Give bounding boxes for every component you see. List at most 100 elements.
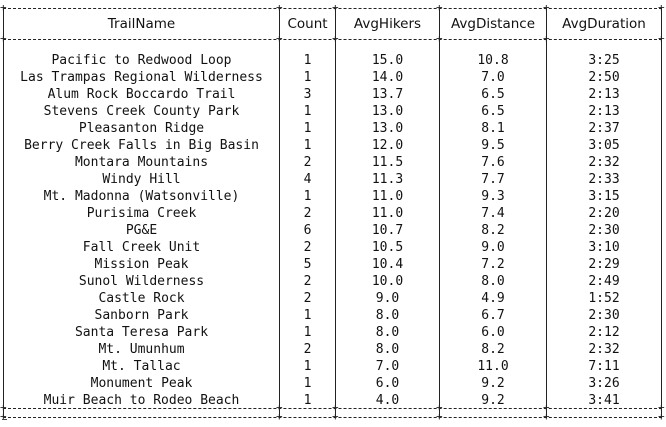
table-column-divider xyxy=(546,8,547,418)
table-corner: + xyxy=(332,1,339,14)
table-row: Castle Rock 2 9.0 4.9 1:52 xyxy=(3,290,662,307)
cell-count: 1 xyxy=(303,104,312,119)
cell-avghikers: 11.0 xyxy=(371,189,404,204)
table-row: Fall Creek Unit 2 10.5 9.0 3:10 xyxy=(3,239,662,256)
cell-avgdistance: 6.5 xyxy=(481,87,505,102)
table-row: Mt. Tallac 1 7.0 11.0 7:11 xyxy=(3,358,662,375)
cell-avghikers: 13.0 xyxy=(371,104,404,119)
table-header-row: TrailName Count AvgHikers AvgDistance AvgDur… xyxy=(3,16,662,33)
cell-avghikers: 8.0 xyxy=(375,342,400,357)
cell-count: 1 xyxy=(303,138,312,153)
cell-trailname: Monument Peak xyxy=(90,376,193,391)
cell-avgduration: 2:20 xyxy=(588,206,620,221)
cell-avgdistance: 6.7 xyxy=(481,308,505,323)
table-row: Las Trampas Regional Wilderness 1 14.0 7.0 2… xyxy=(3,69,662,86)
cell-avgduration: 2:29 xyxy=(588,257,620,272)
cell-trailname: Castle Rock xyxy=(98,291,185,306)
table-border-line xyxy=(3,408,662,409)
cell-avgduration: 2:32 xyxy=(588,155,620,170)
cell-count: 2 xyxy=(303,240,312,255)
cell-count: 2 xyxy=(303,274,312,289)
header-trailname: TrailName xyxy=(107,16,176,32)
cell-trailname: Windy Hill xyxy=(102,172,181,187)
cell-trailname: Pleasanton Ridge xyxy=(78,121,205,136)
table-corner: + xyxy=(436,1,443,14)
cell-avghikers: 10.0 xyxy=(371,274,404,289)
cell-avghikers: 11.0 xyxy=(371,206,404,221)
cell-avgduration: 2:13 xyxy=(588,104,620,119)
cell-trailname: Fall Creek Unit xyxy=(82,240,201,255)
table-row: Pleasanton Ridge 1 13.0 8.1 2:37 xyxy=(3,120,662,137)
cell-avgdistance: 4.9 xyxy=(481,291,505,306)
cell-count: 1 xyxy=(303,393,312,408)
table-column-divider xyxy=(279,8,280,418)
cell-avgdistance: 9.3 xyxy=(481,189,505,204)
header-avghikers: AvgHikers xyxy=(353,16,422,32)
cell-trailname: Santa Teresa Park xyxy=(74,325,209,340)
cell-trailname: Muir Beach to Rodeo Beach xyxy=(43,393,240,408)
cell-trailname: PG&E xyxy=(125,223,158,238)
cell-avgduration: 2:13 xyxy=(588,87,620,102)
cell-avghikers: 13.0 xyxy=(371,121,404,136)
table-border-line xyxy=(3,8,662,9)
cell-avgduration: 2:32 xyxy=(588,342,620,357)
cell-avghikers: 12.0 xyxy=(371,138,404,153)
table-row: Monument Peak 1 6.0 9.2 3:26 xyxy=(3,375,662,392)
cell-avgdistance: 7.6 xyxy=(481,155,505,170)
cell-trailname: Sunol Wilderness xyxy=(78,274,205,289)
cell-avgdistance: 11.0 xyxy=(477,359,509,374)
cell-avgdistance: 9.5 xyxy=(481,138,505,153)
cell-count: 1 xyxy=(303,376,312,391)
cell-count: 1 xyxy=(303,53,312,68)
cell-count: 1 xyxy=(303,359,312,374)
cell-avghikers: 14.0 xyxy=(371,70,404,85)
cell-avgduration: 3:26 xyxy=(588,376,620,391)
cell-trailname: Alum Rock Boccardo Trail xyxy=(47,87,236,102)
cell-count: 1 xyxy=(303,325,312,340)
cell-avghikers: 9.0 xyxy=(375,291,400,306)
table-column-divider xyxy=(3,8,4,418)
cell-trailname: Mt. Umunhum xyxy=(98,342,185,357)
cell-avghikers: 13.7 xyxy=(371,87,404,102)
cell-avgdistance: 10.8 xyxy=(477,53,509,68)
cell-avghikers: 11.5 xyxy=(371,155,404,170)
table-corner: + xyxy=(276,1,283,14)
cell-trailname: Purisima Creek xyxy=(86,206,197,221)
cell-avgduration: 1:52 xyxy=(588,291,620,306)
table-border-line xyxy=(3,39,662,40)
table-corner: + xyxy=(543,1,550,14)
cell-avghikers: 7.0 xyxy=(375,359,400,374)
cell-count: 2 xyxy=(303,155,312,170)
cell-count: 4 xyxy=(303,172,312,187)
table-row: Berry Creek Falls in Big Basin 1 12.0 9.5 3:… xyxy=(3,137,662,154)
cell-count: 6 xyxy=(303,223,312,238)
cell-avgduration: 3:05 xyxy=(588,138,620,153)
table-row: Windy Hill 4 11.3 7.7 2:33 xyxy=(3,171,662,188)
terminal-cursor xyxy=(2,419,7,420)
cell-avgdistance: 8.2 xyxy=(481,223,505,238)
table-row: Sanborn Park 1 8.0 6.7 2:30 xyxy=(3,307,662,324)
cell-avgdistance: 9.2 xyxy=(481,393,505,408)
table-row: Montara Mountains 2 11.5 7.6 2:32 xyxy=(3,154,662,171)
cell-trailname: Montara Mountains xyxy=(74,155,209,170)
cell-avgduration: 7:11 xyxy=(588,359,620,374)
cell-avgdistance: 8.0 xyxy=(481,274,505,289)
header-avgdistance: AvgDistance xyxy=(450,16,536,32)
header-count: Count xyxy=(287,16,328,32)
cell-avgduration: 3:10 xyxy=(588,240,620,255)
cell-count: 3 xyxy=(303,87,312,102)
cell-avgduration: 2:37 xyxy=(588,121,620,136)
cell-avgduration: 2:50 xyxy=(588,70,620,85)
cell-avgdistance: 6.0 xyxy=(481,325,505,340)
cell-count: 1 xyxy=(303,308,312,323)
cell-count: 5 xyxy=(303,257,312,272)
table-row: Mission Peak 5 10.4 7.2 2:29 xyxy=(3,256,662,273)
cell-avgduration: 2:30 xyxy=(588,223,620,238)
cell-count: 1 xyxy=(303,189,312,204)
cell-trailname: Pacific to Redwood Loop xyxy=(51,53,232,68)
cell-count: 2 xyxy=(303,291,312,306)
table-row: Purisima Creek 2 11.0 7.4 2:20 xyxy=(3,205,662,222)
cell-count: 1 xyxy=(303,121,312,136)
table-column-divider xyxy=(439,8,440,418)
